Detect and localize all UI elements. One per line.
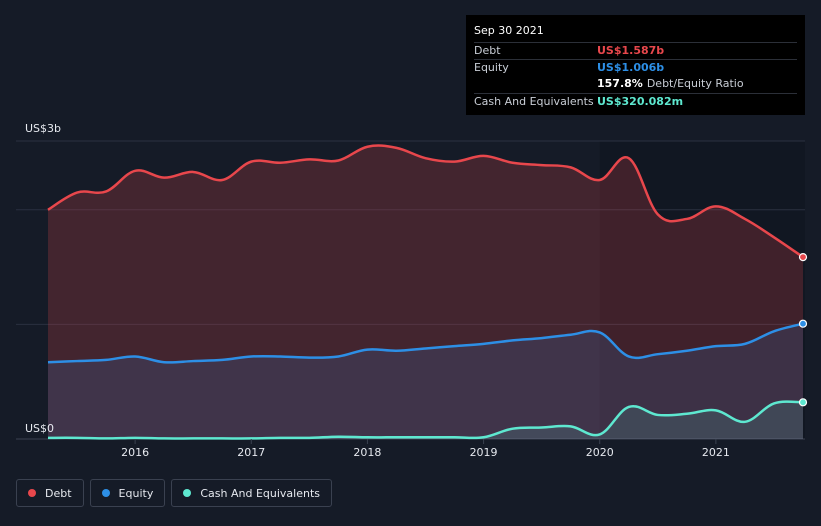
tooltip-date: Sep 30 2021 [474,24,544,37]
equity-line [47,322,804,364]
y-axis-bottom-label: US$0 [25,422,54,435]
cash-dot-icon [183,489,192,497]
tooltip-equity-value: US$1.006b [597,61,665,74]
series-areas [48,145,803,439]
tooltip-ratio-text: Debt/Equity Ratio [646,77,744,90]
legend-label-cash: Cash And Equivalents [200,486,320,500]
legend-item-debt[interactable]: Debt [16,479,84,507]
series-endpoints[interactable] [798,253,808,407]
x-tick-label: 2019 [470,446,498,459]
x-tick-label: 2016 [121,446,149,459]
tooltip-debt-value: US$1.587b [597,44,665,57]
data-tooltip: Sep 30 2021 Debt US$1.587b Equity US$1.0… [466,15,805,115]
debt-dot-icon [28,489,36,497]
cash-and-equivalents-line [47,400,804,440]
series-lines [47,144,804,440]
x-tick-label: 2020 [586,446,614,459]
debt-line [47,144,804,259]
tooltip-debt-row: Debt US$1.587b [474,42,797,59]
legend-label-equity: Equity [118,486,154,500]
debt-area [48,145,803,439]
chart-legend: Debt Equity Cash And Equivalents [16,479,332,507]
equity-area [48,323,803,439]
x-tick-label: 2018 [353,446,381,459]
legend-label-debt: Debt [45,486,72,500]
tooltip-cash-label: Cash And Equivalents [474,95,594,108]
x-axis-ticks: 2016 2017 2018 2019 2020 2021 [121,439,730,459]
x-tick-label: 2021 [702,446,730,459]
tooltip-cash-value: US$320.082m [597,95,684,108]
tooltip-debt-label: Debt [474,44,501,57]
cash-and-equivalents-endpoint[interactable] [798,398,808,407]
y-axis-top-label: US$3b [25,122,61,135]
tooltip-ratio-row: 157.8% Debt/Equity Ratio [474,76,797,93]
tooltip-equity-row: Equity US$1.006b [474,59,797,76]
plot-highlight-region [599,141,805,439]
x-tick-label: 2017 [237,446,265,459]
tooltip-cash-row: Cash And Equivalents US$320.082m [474,93,797,110]
cash-and-equivalents-area [48,401,803,439]
equity-endpoint[interactable] [798,319,808,328]
legend-item-equity[interactable]: Equity [89,479,166,507]
legend-item-cash[interactable]: Cash And Equivalents [171,479,332,507]
tooltip-ratio-percent: 157.8% [597,77,643,90]
tooltip-equity-label: Equity [474,61,509,74]
equity-dot-icon [101,489,110,497]
debt-endpoint[interactable] [798,253,808,262]
